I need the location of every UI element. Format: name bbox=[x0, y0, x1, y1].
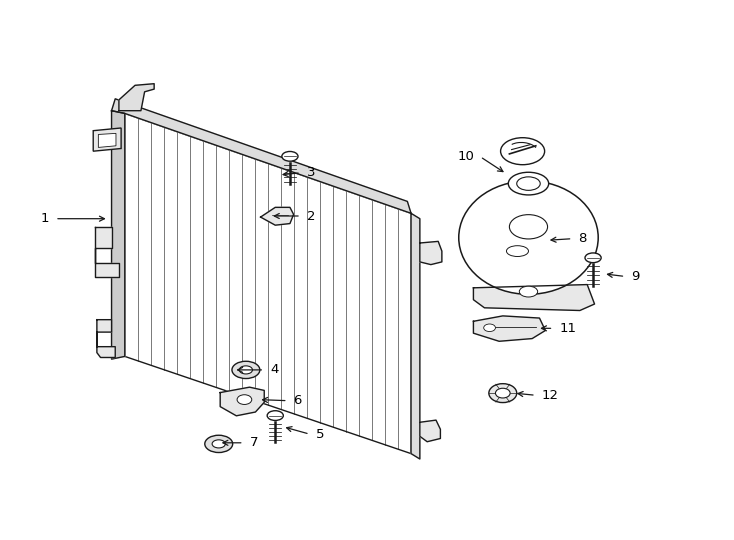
Text: 5: 5 bbox=[316, 428, 324, 441]
Ellipse shape bbox=[459, 181, 598, 294]
Polygon shape bbox=[97, 320, 115, 357]
Ellipse shape bbox=[239, 366, 252, 374]
Ellipse shape bbox=[509, 214, 548, 239]
Ellipse shape bbox=[495, 388, 510, 398]
Polygon shape bbox=[125, 113, 411, 454]
Ellipse shape bbox=[205, 435, 233, 453]
Ellipse shape bbox=[267, 411, 283, 421]
Polygon shape bbox=[420, 420, 440, 442]
Ellipse shape bbox=[237, 395, 252, 404]
Text: 10: 10 bbox=[457, 150, 474, 163]
Ellipse shape bbox=[232, 361, 260, 379]
Polygon shape bbox=[420, 241, 442, 265]
Text: 1: 1 bbox=[40, 212, 49, 225]
Text: 2: 2 bbox=[307, 210, 316, 222]
Ellipse shape bbox=[506, 246, 528, 256]
Text: 6: 6 bbox=[294, 394, 302, 407]
Polygon shape bbox=[95, 227, 119, 277]
Ellipse shape bbox=[212, 440, 225, 448]
Ellipse shape bbox=[520, 286, 537, 297]
Polygon shape bbox=[98, 133, 116, 147]
Polygon shape bbox=[112, 111, 125, 359]
Ellipse shape bbox=[501, 138, 545, 165]
Polygon shape bbox=[261, 207, 294, 225]
Polygon shape bbox=[411, 213, 420, 459]
Polygon shape bbox=[473, 316, 545, 341]
Ellipse shape bbox=[585, 253, 601, 262]
Text: 11: 11 bbox=[559, 322, 576, 335]
Text: 3: 3 bbox=[307, 166, 316, 179]
Text: 7: 7 bbox=[250, 436, 258, 449]
Ellipse shape bbox=[484, 324, 495, 332]
Ellipse shape bbox=[282, 151, 298, 161]
Polygon shape bbox=[93, 128, 121, 151]
Polygon shape bbox=[112, 99, 411, 213]
Polygon shape bbox=[473, 285, 595, 310]
Text: 8: 8 bbox=[578, 232, 586, 245]
Polygon shape bbox=[220, 387, 264, 416]
Ellipse shape bbox=[508, 172, 548, 195]
Text: 9: 9 bbox=[631, 270, 639, 283]
Polygon shape bbox=[119, 84, 154, 111]
Ellipse shape bbox=[489, 383, 517, 402]
Ellipse shape bbox=[517, 177, 540, 190]
Text: 4: 4 bbox=[270, 363, 278, 376]
Text: 12: 12 bbox=[542, 389, 559, 402]
